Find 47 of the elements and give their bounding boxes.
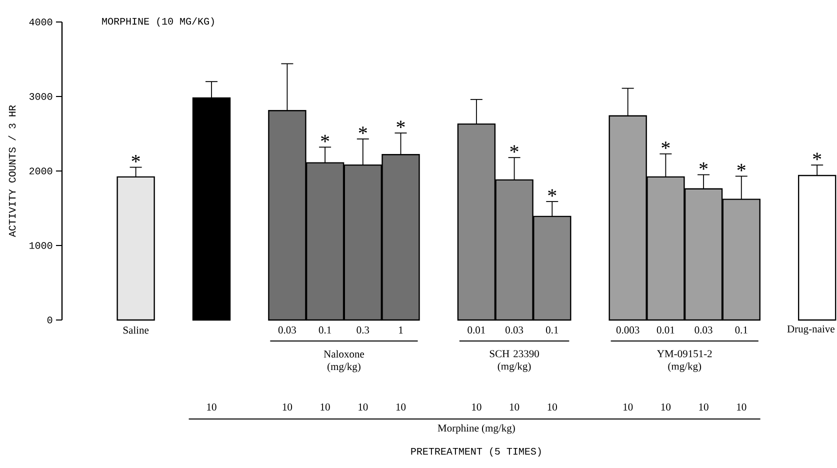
x-tick-label: 0.1 [735,326,748,334]
text: YM-09151-2 (mg/kg) [657,350,712,372]
x-tick-label: 0.03 [694,326,712,334]
x-tick-label: 0.01 [468,326,485,334]
text: 10 [624,403,633,411]
data-label: * [548,189,556,197]
x-tick-label: 0.3 [356,326,370,334]
data-label: * [396,120,405,128]
text: SCH 23390 (mg/kg) [490,350,539,372]
text: 10 [396,403,406,411]
text: 10 [548,403,557,411]
x-tick-label: 0.003 [616,326,640,334]
y-tick-label: 0 [47,316,52,324]
data-label: * [358,126,367,134]
data-label: * [321,134,330,142]
text: 10 [737,403,746,411]
y-tick-label: 4000 [29,18,52,26]
x-tick-label: Drug-naive [787,325,834,335]
text: 10 [320,403,330,411]
data-label: * [700,162,708,170]
chart-title: MORPHINE (10 MG/KG) [102,17,214,27]
text: 10 [282,403,292,411]
y-tick-label: 2000 [30,168,52,174]
x-tick-label: 0.1 [546,326,558,334]
text: 10 [472,403,482,411]
text: Morphine (mg/kg) [438,424,515,434]
text: 10 [510,403,520,411]
x-tick-label: 0.1 [318,326,331,334]
y-axis-title: ACTIVITY COUNTS / 3 HR [8,105,16,238]
data-label: * [132,154,140,162]
x-tick-label: 1 [399,326,403,334]
text: PRETREATMENT (5 TIMES) [411,447,541,457]
text: Naloxone (mg/kg) [324,350,364,372]
x-tick-label: 0.03 [506,326,524,334]
x-tick-label: 0.03 [278,326,296,334]
data-label: * [662,142,670,149]
data-label: * [510,145,518,153]
y-tick-label: 3000 [29,93,52,100]
text: 10 [661,403,671,411]
x-tick-label: 0.01 [656,326,674,334]
x-tick-label: Saline [123,326,149,334]
text: 10 [699,403,708,411]
text: 10 [358,403,368,411]
data-label: * [737,164,746,172]
data-label: * [813,152,822,160]
y-tick-label: 1000 [30,242,52,249]
text: 10 [207,403,216,411]
